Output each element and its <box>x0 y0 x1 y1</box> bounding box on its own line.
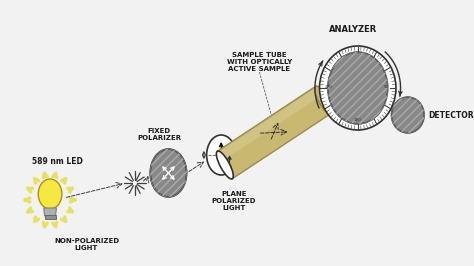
Ellipse shape <box>207 135 236 175</box>
Polygon shape <box>218 86 331 179</box>
Polygon shape <box>218 88 321 161</box>
Circle shape <box>392 97 424 133</box>
Text: 90: 90 <box>384 85 390 89</box>
Circle shape <box>319 46 396 130</box>
Ellipse shape <box>328 52 388 124</box>
Text: 270: 270 <box>325 85 333 89</box>
Ellipse shape <box>216 151 233 179</box>
Text: ANALYZER: ANALYZER <box>329 25 377 34</box>
Polygon shape <box>44 208 56 216</box>
Text: 589 nm LED: 589 nm LED <box>32 157 83 167</box>
Text: NON-POLARIZED
LIGHT: NON-POLARIZED LIGHT <box>54 238 119 251</box>
FancyBboxPatch shape <box>45 215 55 219</box>
Ellipse shape <box>38 179 62 209</box>
Text: 180: 180 <box>354 118 362 122</box>
Text: FIXED
POLARIZER: FIXED POLARIZER <box>137 128 182 141</box>
Text: SAMPLE TUBE
WITH OPTICALLY
ACTIVE SAMPLE: SAMPLE TUBE WITH OPTICALLY ACTIVE SAMPLE <box>227 52 292 72</box>
Text: PLANE
POLARIZED
LIGHT: PLANE POLARIZED LIGHT <box>212 191 256 211</box>
Ellipse shape <box>150 149 187 197</box>
Ellipse shape <box>315 86 332 114</box>
Text: DETECTOR: DETECTOR <box>428 110 474 119</box>
